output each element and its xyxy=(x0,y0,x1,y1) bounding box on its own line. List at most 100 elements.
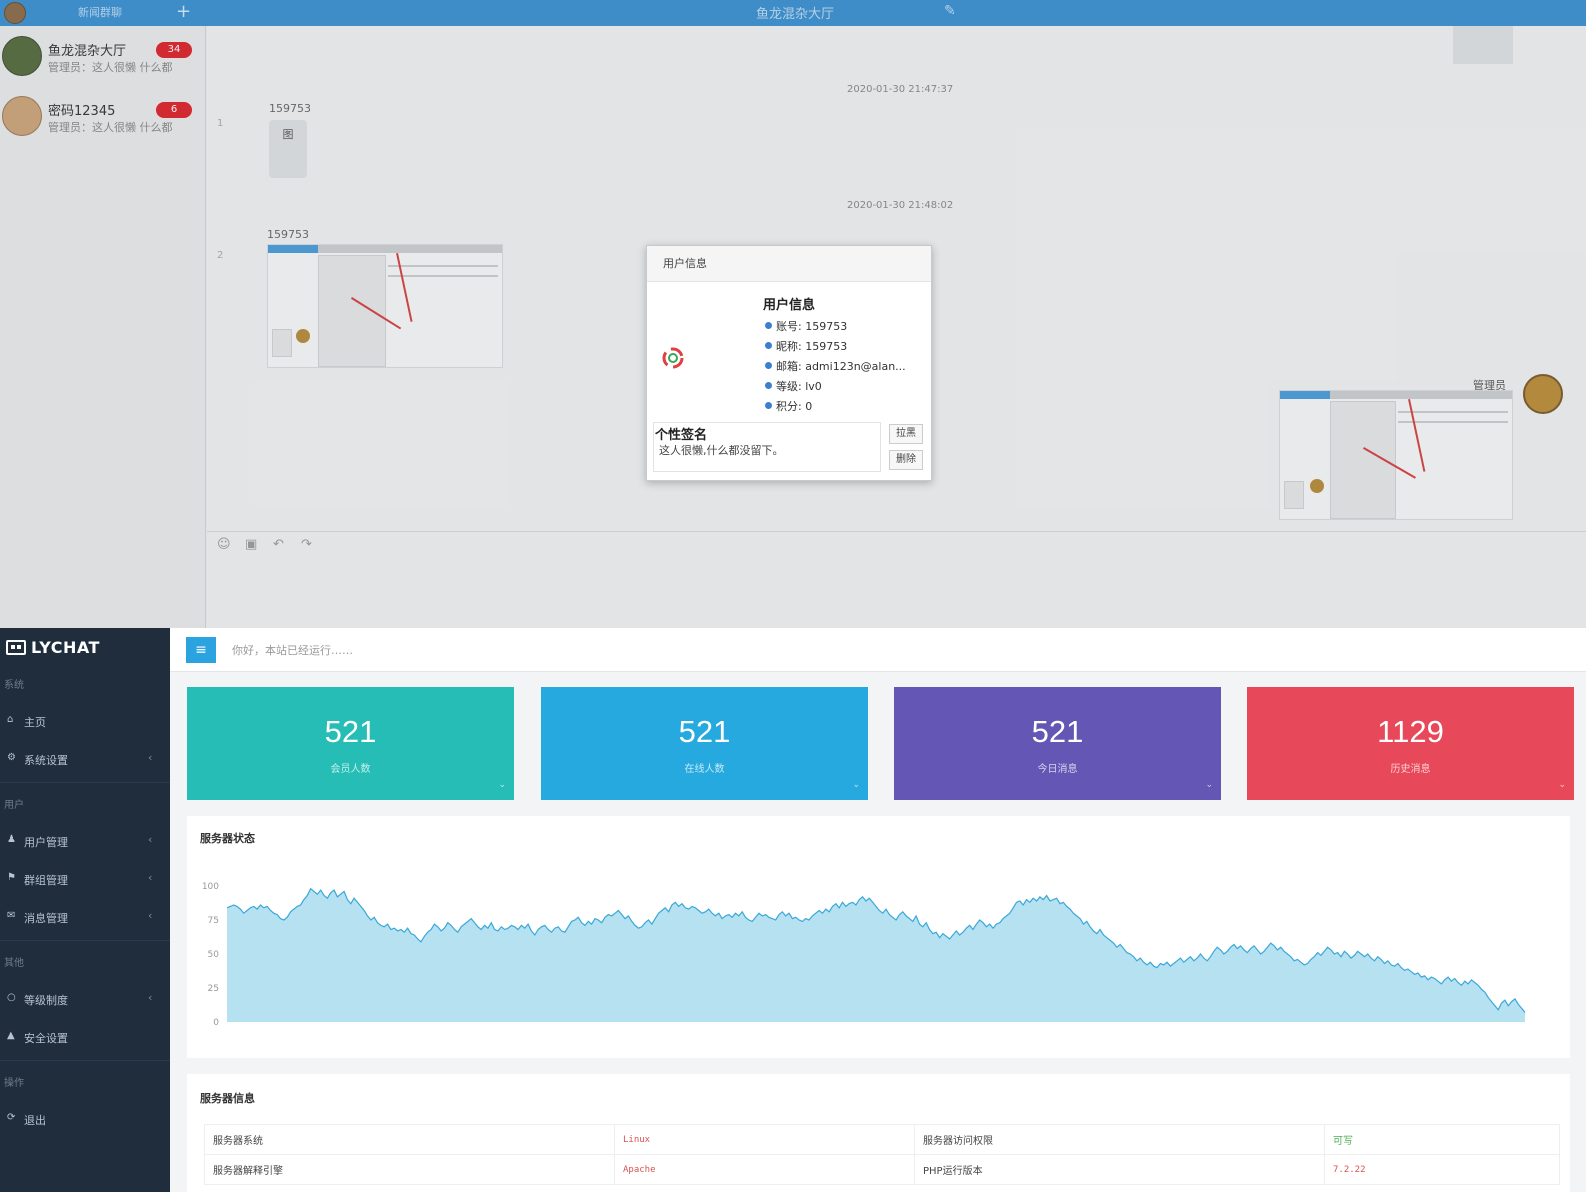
chevron-left-icon: ‹ xyxy=(148,751,153,764)
sidebar-group-label: 操作 xyxy=(4,1078,24,1089)
panel-title: 服务器状态 xyxy=(200,832,255,845)
stat-label: 历史消息 xyxy=(1390,764,1431,775)
level-icon: ○ xyxy=(7,992,16,1003)
table-cell: Linux xyxy=(614,1124,915,1155)
message-image[interactable] xyxy=(1279,390,1513,520)
y-tick-label: 75 xyxy=(208,916,219,926)
avatar xyxy=(2,96,42,136)
image-icon[interactable]: ▣ xyxy=(245,537,258,552)
add-icon[interactable]: + xyxy=(176,1,192,22)
delete-button[interactable]: 删除 xyxy=(889,450,923,470)
sidebar-group-label: 用户 xyxy=(4,800,24,811)
chevron-left-icon: ‹ xyxy=(148,909,153,922)
avatar[interactable] xyxy=(1523,374,1563,414)
avatar xyxy=(296,329,310,343)
bullet-icon xyxy=(765,402,772,409)
thumbnail-bar xyxy=(318,245,502,253)
logo-icon xyxy=(662,347,684,369)
sidebar-item-label: 退出 xyxy=(24,1114,46,1127)
undo-icon[interactable]: ↶ xyxy=(273,537,284,552)
thumbnail-panel xyxy=(272,329,292,357)
sidebar-item-label: 消息管理 xyxy=(24,912,68,925)
thumbnail-bar xyxy=(1280,391,1330,399)
thumbnail-line xyxy=(1398,411,1508,413)
info-row-text: 昵称: 159753 xyxy=(776,340,848,353)
table-cell: 服务器系统 xyxy=(204,1124,615,1155)
sidebar: LYCHAT 系统 ⌂ 主页 ⚙ 系统设置 ‹ 用户 ♟ 用户管理 ‹ ⚑ 群组… xyxy=(0,628,170,1192)
emoji-icon[interactable]: ☺ xyxy=(217,537,231,552)
signature-text: 这人很懒,什么都没留下。 xyxy=(659,444,784,457)
y-tick-label: 0 xyxy=(213,1018,219,1028)
sidebar-item-label: 主页 xyxy=(24,716,46,729)
logout-icon: ⟳ xyxy=(7,1112,16,1123)
info-row: 邮箱: admi123n@alan... xyxy=(765,358,906,374)
list-item[interactable]: 密码12345 管理员：这人很懒 什么都 6 xyxy=(0,88,206,144)
sidebar-item-home[interactable]: ⌂ 主页 xyxy=(0,704,170,738)
message-sender: 管理员 xyxy=(1473,379,1506,392)
list-item[interactable]: 鱼龙混杂大厅 管理员：这人很懒 什么都 34 xyxy=(0,28,206,84)
unread-badge: 34 xyxy=(156,42,192,58)
chat-app: 新闻群聊 + 鱼龙混杂大厅 ✎ 鱼龙混杂大厅 管理员：这人很懒 什么都 34 密… xyxy=(0,0,1586,628)
bullet-icon xyxy=(765,322,772,329)
table-cell: 可写 xyxy=(1324,1124,1560,1155)
chevron-down-icon: ⌄ xyxy=(498,780,506,790)
sidebar-item-label: 群组管理 xyxy=(24,874,68,887)
stat-card-online[interactable]: 521 在线人数 ⌄ xyxy=(541,687,868,800)
sidebar-item-groups[interactable]: ⚑ 群组管理 ‹ xyxy=(0,862,170,896)
redo-icon[interactable]: ↷ xyxy=(301,537,312,552)
sidebar-item-label: 安全设置 xyxy=(24,1032,68,1045)
edit-icon[interactable]: ✎ xyxy=(944,3,956,19)
stat-value: 521 xyxy=(678,714,731,749)
divider xyxy=(0,940,170,941)
series-line xyxy=(226,887,1526,1013)
message-timestamp: 2020-01-30 21:48:02 xyxy=(847,200,954,211)
avatar[interactable] xyxy=(4,2,26,24)
server-info-table: 服务器系统 Linux 服务器访问权限 可写 服务器解释引擎 Apache PH… xyxy=(204,1124,1560,1185)
stat-card-history-messages[interactable]: 1129 历史消息 ⌄ xyxy=(1247,687,1574,800)
table-row: 服务器解释引擎 Apache PHP运行版本 7.2.22 xyxy=(204,1154,1560,1185)
logo-icon xyxy=(6,640,26,655)
sidebar-item-messages[interactable]: ✉ 消息管理 ‹ xyxy=(0,900,170,934)
divider xyxy=(0,782,170,783)
stat-card-today-messages[interactable]: 521 今日消息 ⌄ xyxy=(894,687,1221,800)
group-icon: ⚑ xyxy=(7,872,16,883)
room-title: 鱼龙混杂大厅 xyxy=(755,7,834,22)
message-image[interactable] xyxy=(1453,26,1513,64)
sidebar-item-logout[interactable]: ⟳ 退出 xyxy=(0,1102,170,1136)
chevron-left-icon: ‹ xyxy=(148,833,153,846)
message-timestamp: 2020-01-30 21:47:37 xyxy=(847,84,954,95)
stat-card-members[interactable]: 521 会员人数 ⌄ xyxy=(187,687,514,800)
sidebar-item-users[interactable]: ♟ 用户管理 ‹ xyxy=(0,824,170,858)
welcome-text: 你好，本站已经运行…… xyxy=(232,644,353,657)
y-tick-label: 25 xyxy=(208,984,219,994)
unread-badge: 6 xyxy=(156,102,192,118)
block-button[interactable]: 拉黑 xyxy=(889,424,923,444)
thumbnail-bar xyxy=(1330,391,1512,399)
home-icon: ⌂ xyxy=(7,714,14,725)
chevron-down-icon: ⌄ xyxy=(1558,780,1566,790)
stat-value: 1129 xyxy=(1377,714,1444,749)
sidebar-item-security[interactable]: ▲ 安全设置 xyxy=(0,1020,170,1054)
table-cell: PHP运行版本 xyxy=(914,1154,1325,1185)
stat-label: 今日消息 xyxy=(1037,764,1078,775)
lock-icon: ▲ xyxy=(7,1030,15,1041)
table-row: 服务器系统 Linux 服务器访问权限 可写 xyxy=(204,1124,1560,1155)
info-row-text: 积分: 0 xyxy=(776,400,813,413)
table-cell: 服务器访问权限 xyxy=(914,1124,1325,1155)
thumbnail-line xyxy=(388,275,498,277)
modal-title: 用户信息 xyxy=(647,246,931,282)
menu-toggle-button[interactable]: ≡ xyxy=(186,637,216,663)
admin-dashboard: LYCHAT 系统 ⌂ 主页 ⚙ 系统设置 ‹ 用户 ♟ 用户管理 ‹ ⚑ 群组… xyxy=(0,628,1586,1192)
tab-group-chat[interactable]: 新闻群聊 xyxy=(78,6,122,19)
message-image[interactable] xyxy=(267,244,503,368)
message-sender: 159753 xyxy=(269,102,311,115)
sidebar-item-levels[interactable]: ○ 等级制度 ‹ xyxy=(0,982,170,1016)
sidebar-item-system-settings[interactable]: ⚙ 系统设置 ‹ xyxy=(0,742,170,776)
message-bubble[interactable]: 图 xyxy=(269,120,307,178)
server-status-panel: 服务器状态 0 25 50 75 100 xyxy=(187,816,1570,1058)
sidebar-group-label: 系统 xyxy=(4,680,24,691)
stat-value: 521 xyxy=(324,714,377,749)
chat-topbar: 新闻群聊 + 鱼龙混杂大厅 ✎ xyxy=(0,0,1586,26)
divider xyxy=(0,1060,170,1061)
